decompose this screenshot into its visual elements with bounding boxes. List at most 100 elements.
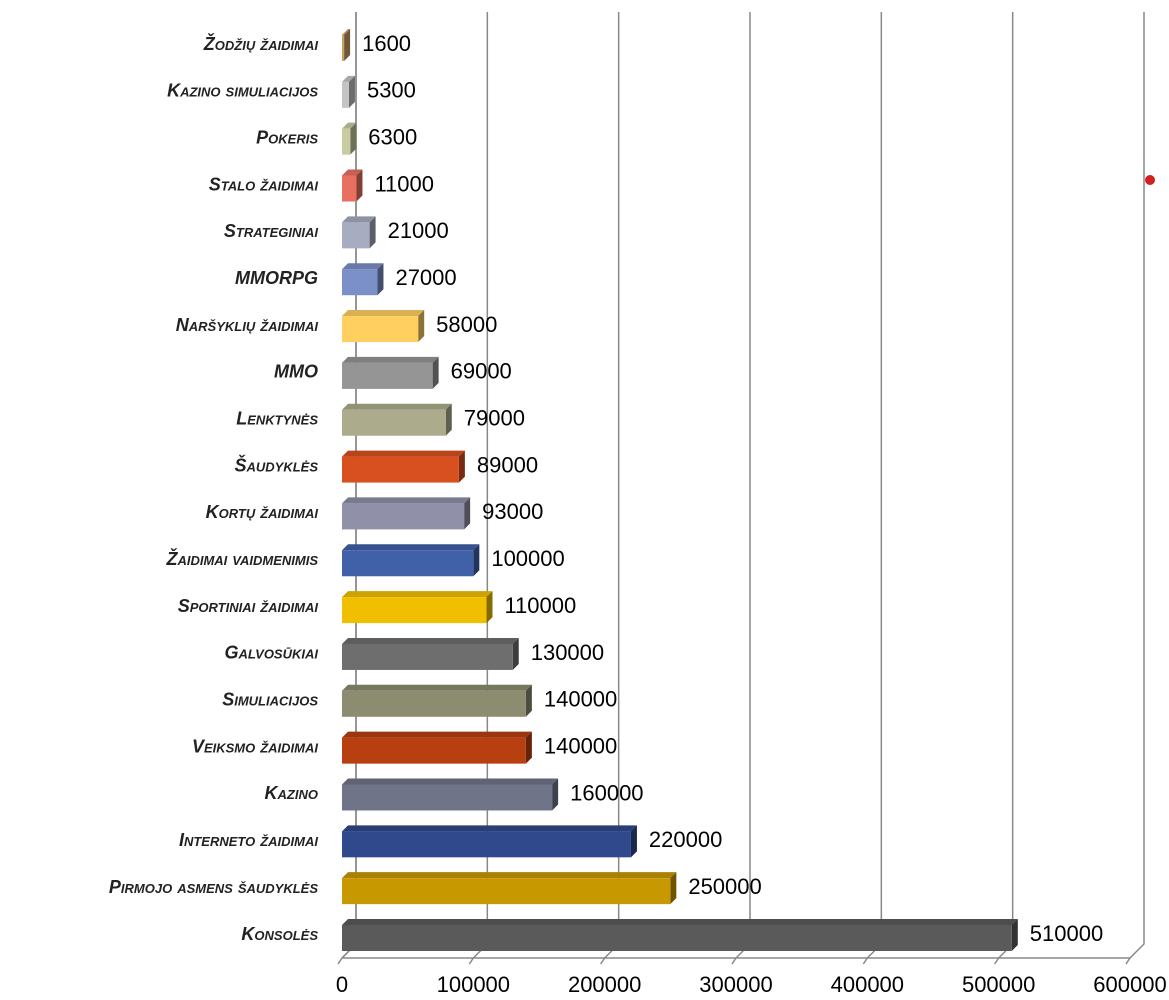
- x-tick-label: 100000: [437, 972, 510, 997]
- value-label: 58000: [436, 312, 497, 337]
- y-tick-label: Lenktynės: [236, 408, 318, 428]
- bar: [342, 128, 351, 155]
- x-tick-label: 300000: [699, 972, 772, 997]
- y-tick-label: MMO: [274, 362, 318, 382]
- bar: [342, 690, 526, 717]
- value-label: 1600: [362, 31, 411, 56]
- y-tick-label: Konsolės: [241, 924, 318, 944]
- bar: [342, 597, 487, 624]
- bar: [342, 456, 459, 483]
- bar: [342, 784, 553, 811]
- tick-mark: [994, 957, 1000, 965]
- value-label: 100000: [491, 546, 564, 571]
- grid-line: [735, 12, 751, 959]
- y-tick-label: Pirmojo asmens šaudyklės: [109, 877, 318, 897]
- bar-side: [670, 872, 677, 905]
- bar: [342, 878, 671, 905]
- bar-top: [342, 591, 493, 598]
- y-tick-label: Kazino simuliacijos: [167, 81, 318, 101]
- marker-dot: [1145, 175, 1155, 185]
- bar-top: [342, 919, 1018, 925]
- bar-top: [342, 356, 439, 363]
- bar: [342, 81, 349, 108]
- bar: [342, 925, 1012, 951]
- bar-top: [342, 872, 677, 879]
- bar-top: [342, 778, 559, 785]
- bar-top: [342, 216, 376, 223]
- y-tick-label: Sportiniai žaidimai: [178, 596, 319, 616]
- tick-mark: [731, 957, 737, 965]
- bar-top: [342, 825, 637, 832]
- value-label: 250000: [688, 874, 761, 899]
- bar-side: [464, 497, 471, 530]
- y-tick-label: Galvosūkiai: [225, 643, 319, 663]
- value-label: 69000: [451, 359, 512, 384]
- y-tick-label: Žaidimai vaidmenimis: [165, 548, 318, 569]
- bar-top: [342, 497, 471, 504]
- bar-side: [348, 75, 355, 108]
- value-label: 220000: [649, 827, 722, 852]
- bar: [342, 35, 345, 61]
- bar: [342, 550, 474, 577]
- y-tick-label: Kazino: [265, 783, 318, 803]
- bar: [342, 643, 513, 670]
- bar-side: [369, 216, 376, 249]
- tick-mark: [468, 957, 474, 965]
- grid-line: [604, 12, 620, 959]
- grid-line: [1129, 12, 1145, 959]
- value-label: 6300: [368, 124, 417, 149]
- bar: [342, 503, 465, 530]
- bar-side: [630, 825, 637, 858]
- value-label: 21000: [388, 218, 449, 243]
- value-label: 160000: [570, 780, 643, 805]
- bar: [342, 409, 446, 436]
- x-tick-label: 200000: [568, 972, 641, 997]
- x-tick-label: 600000: [1093, 972, 1166, 997]
- tick-mark: [600, 957, 606, 965]
- bar: [342, 316, 419, 343]
- value-label: 5300: [367, 78, 416, 103]
- value-label: 140000: [544, 733, 617, 758]
- y-tick-label: Žodžių žaidimai: [203, 33, 319, 54]
- bar-side: [552, 778, 559, 811]
- grid-line: [866, 12, 883, 959]
- value-label: 89000: [477, 452, 538, 477]
- bar-top: [342, 75, 355, 82]
- y-tick-label: Interneto žaidimai: [179, 830, 318, 850]
- bar-top: [342, 169, 363, 176]
- y-tick-label: Stalo žaidimai: [209, 174, 319, 194]
- bar-top: [342, 29, 351, 35]
- bar-top: [342, 731, 532, 738]
- bar-side: [445, 403, 452, 436]
- y-tick-label: Strateginiai: [224, 221, 318, 241]
- tick-mark: [1125, 957, 1131, 965]
- bar: [342, 737, 526, 764]
- value-label: 140000: [544, 687, 617, 712]
- y-tick-label: Simuliacijos: [222, 690, 318, 710]
- grid-line: [998, 12, 1014, 959]
- bar-side: [377, 263, 384, 296]
- bar-side: [344, 29, 351, 61]
- bar-top: [342, 263, 384, 270]
- bar: [342, 831, 631, 858]
- value-label: 93000: [482, 499, 543, 524]
- bar: [342, 269, 378, 296]
- tick-mark: [337, 957, 343, 965]
- value-label: 11000: [374, 171, 434, 196]
- bar-side: [350, 122, 357, 155]
- y-tick-label: Naršyklių žaidimai: [176, 315, 319, 335]
- x-tick-label: 0: [336, 972, 348, 997]
- bar-top: [342, 544, 480, 551]
- y-tick-label: Pokeris: [256, 127, 318, 147]
- value-label: 130000: [531, 640, 604, 665]
- bar-top: [342, 310, 425, 317]
- y-tick-label: Veiksmo žaidimai: [192, 736, 318, 756]
- x-tick-label: 400000: [831, 972, 904, 997]
- bar-top: [342, 403, 452, 410]
- bar-side: [356, 169, 363, 202]
- y-tick-label: Kortų žaidimai: [206, 502, 319, 522]
- bar: [342, 222, 370, 249]
- grid-line: [472, 12, 489, 959]
